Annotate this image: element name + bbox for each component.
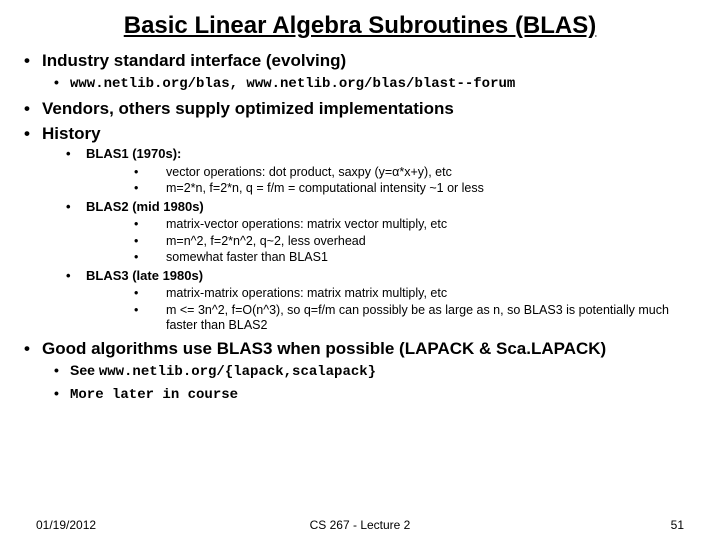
bullet-blas2-faster: somewhat faster than BLAS1: [86, 250, 696, 266]
bullet-blas3: BLAS3 (late 1980s) matrix-matrix operati…: [42, 268, 696, 334]
footer-page: 51: [671, 518, 684, 532]
bullet-industry: Industry standard interface (evolving) w…: [24, 50, 696, 94]
text: History: [42, 124, 101, 143]
text: BLAS2 (mid 1980s): [86, 199, 204, 214]
slide-title: Basic Linear Algebra Subroutines (BLAS): [24, 12, 696, 40]
footer-center: CS 267 - Lecture 2: [0, 518, 720, 532]
bullet-blas1: BLAS1 (1970s): vector operations: dot pr…: [42, 146, 696, 197]
more-later-text: More later in course: [70, 387, 238, 403]
bullet-blas3-op: matrix-matrix operations: matrix matrix …: [86, 286, 696, 302]
bullet-see: See www.netlib.org/{lapack,scalapack}: [42, 362, 696, 382]
text: BLAS1 (1970s):: [86, 146, 181, 161]
see-url: www.netlib.org/{lapack,scalapack}: [99, 364, 376, 380]
bullet-more-later: More later in course: [42, 385, 696, 405]
text: Good algorithms use BLAS3 when possible …: [42, 339, 606, 358]
bullet-blas2: BLAS2 (mid 1980s) matrix-vector operatio…: [42, 199, 696, 266]
text: Vendors, others supply optimized impleme…: [42, 99, 454, 118]
text: Industry standard interface (evolving): [42, 51, 346, 70]
see-label: See: [70, 362, 99, 378]
bullet-list: Industry standard interface (evolving) w…: [24, 50, 696, 404]
bullet-vendors: Vendors, others supply optimized impleme…: [24, 98, 696, 119]
bullet-blas2-mf: m=n^2, f=2*n^2, q~2, less overhead: [86, 234, 696, 250]
bullet-urls: www.netlib.org/blas, www.netlib.org/blas…: [42, 74, 696, 94]
url-text: www.netlib.org/blas, www.netlib.org/blas…: [70, 76, 515, 92]
bullet-history: History BLAS1 (1970s): vector operations…: [24, 123, 696, 334]
bullet-blas3-mf: m <= 3n^2, f=O(n^3), so q=f/m can possib…: [86, 303, 696, 334]
text: BLAS3 (late 1980s): [86, 268, 203, 283]
bullet-blas1-mf: m=2*n, f=2*n, q = f/m = computational in…: [86, 181, 696, 197]
bullet-blas2-op: matrix-vector operations: matrix vector …: [86, 217, 696, 233]
bullet-blas1-op: vector operations: dot product, saxpy (y…: [86, 165, 696, 181]
slide: Basic Linear Algebra Subroutines (BLAS) …: [0, 0, 720, 540]
bullet-good-alg: Good algorithms use BLAS3 when possible …: [24, 338, 696, 404]
